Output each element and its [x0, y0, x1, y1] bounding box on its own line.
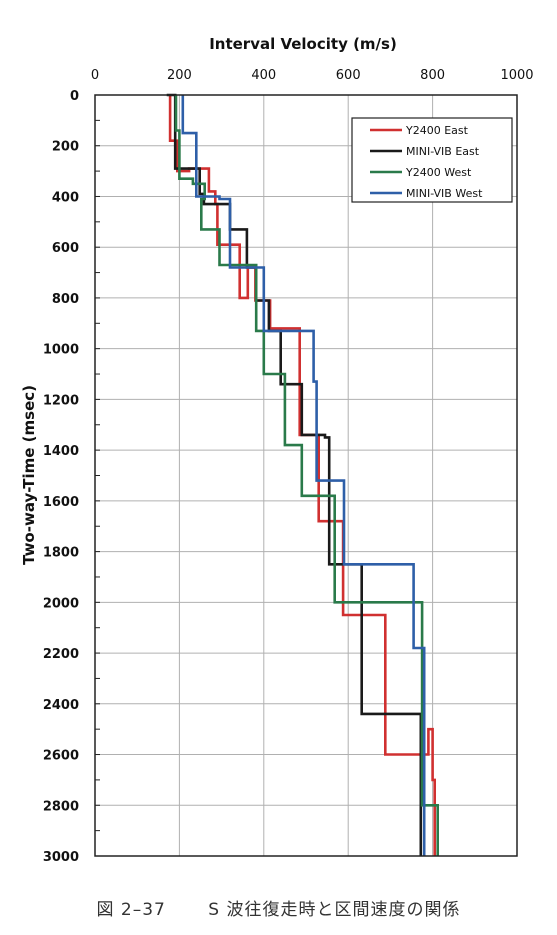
y-tick-label-3: 600 [52, 241, 79, 256]
y-tick-label-5: 1000 [43, 343, 79, 358]
x-tick-label-5: 1000 [500, 68, 533, 83]
x-tick-label-0: 0 [91, 68, 99, 83]
legend: Y2400 East MINI-VIB East Y2400 West MINI-VI… [351, 117, 513, 203]
legend-label-1: MINI-VIB East [406, 145, 480, 158]
x-tick-label-3: 600 [336, 68, 361, 83]
y-tick-label-11: 2200 [43, 647, 79, 662]
x-tick-label-1: 200 [167, 68, 192, 83]
y-tick-label-14: 2800 [43, 799, 79, 814]
y-tick-label-1: 200 [52, 140, 79, 155]
y-tick-label-10: 2000 [43, 596, 79, 611]
legend-label-2: Y2400 West [405, 166, 472, 179]
x-tick-labels: 0 200 400 600 800 1000 [91, 68, 534, 83]
y-tick-label-9: 1800 [43, 546, 79, 561]
x-axis-label: Interval Velocity (m/s) [209, 35, 397, 53]
series-line-3 [181, 95, 426, 856]
series-line-1 [166, 93, 423, 856]
y-tick-label-4: 800 [52, 292, 79, 307]
y-axis-label: Two-way-Time (msec) [20, 385, 38, 565]
legend-label-3: MINI-VIB West [406, 187, 483, 200]
legend-box [351, 117, 513, 203]
plot-frame [94, 94, 518, 857]
y-tick-label-0: 0 [70, 89, 79, 104]
grid [94, 94, 518, 857]
y-tick-label-15: 3000 [43, 850, 79, 865]
y-tick-label-12: 2400 [43, 698, 79, 713]
x-tick-label-4: 800 [420, 68, 445, 83]
legend-label-0: Y2400 East [405, 124, 469, 137]
y-tick-labels: 0 200 400 600 800 1000 1200 1400 1600 1800 2000 220… [43, 89, 79, 865]
y-tick-label-8: 1600 [43, 495, 79, 510]
figure-caption: 図 2–37 S 波往復走時と区間速度の関係 [0, 895, 557, 920]
figure-title: S 波往復走時と区間速度の関係 [208, 900, 461, 920]
series-line-2 [174, 95, 440, 856]
x-tick-label-2: 400 [251, 68, 276, 83]
series-group [166, 93, 440, 856]
y-tick-label-13: 2600 [43, 749, 79, 764]
figure-number: 図 2–37 [96, 900, 166, 920]
y-tick-label-2: 400 [52, 190, 79, 205]
y-tick-label-7: 1400 [43, 444, 79, 459]
y-tick-label-6: 1200 [43, 393, 79, 408]
